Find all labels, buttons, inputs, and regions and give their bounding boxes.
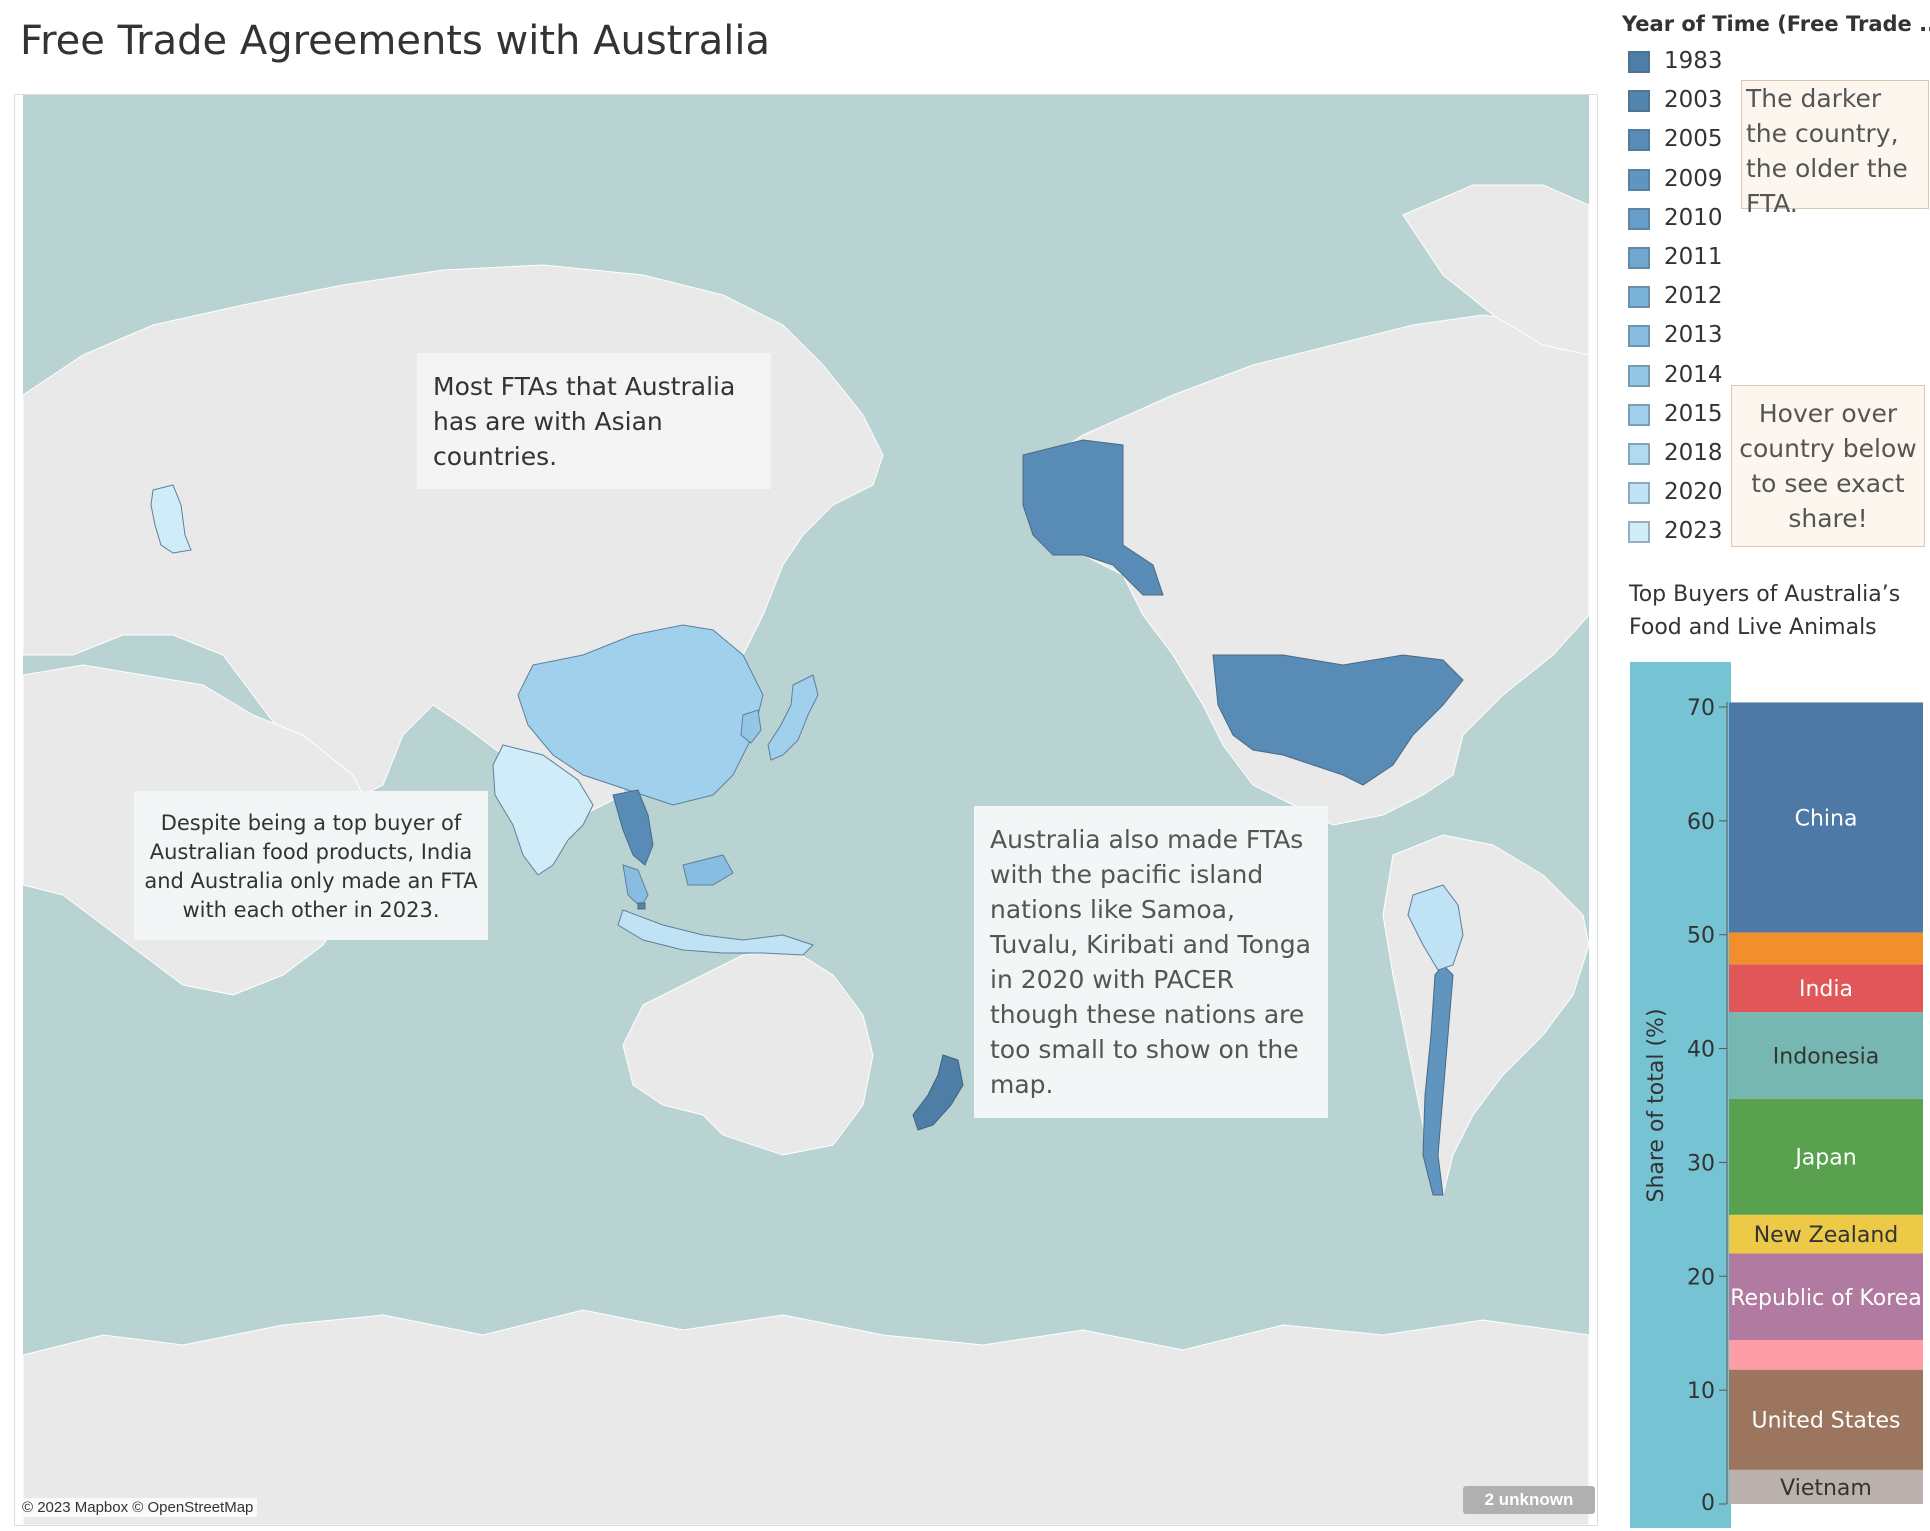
legend-label: 2005 (1664, 126, 1723, 153)
legend-swatch (1628, 207, 1650, 230)
annotation-india: Despite being a top buyer of Australian … (134, 791, 488, 940)
legend-item[interactable]: 2020 (1628, 478, 1723, 517)
country-india (492, 744, 594, 876)
bar-segment[interactable] (1729, 932, 1923, 965)
bar-segment-label: India (1799, 977, 1853, 1002)
land-antarctica (23, 1309, 1589, 1525)
legend-swatch (1628, 129, 1650, 152)
legend-swatch (1628, 286, 1650, 309)
page-title: Free Trade Agreements with Australia (20, 18, 771, 64)
chart-background-band (1630, 662, 1731, 1528)
country-thailand (612, 789, 654, 866)
legend-swatch (1628, 246, 1650, 269)
legend-swatch (1628, 51, 1650, 73)
legend-item[interactable]: 1983 (1628, 47, 1723, 86)
y-tick-label: 20 (1687, 1265, 1715, 1290)
bar-segment-label: New Zealand (1754, 1223, 1899, 1248)
legend-item[interactable]: 2005 (1628, 125, 1723, 164)
unknown-indicator[interactable]: 2 unknown (1463, 1486, 1595, 1514)
legend-swatch (1628, 521, 1650, 544)
legend-label: 1983 (1664, 48, 1723, 74)
share-stacked-bar-chart[interactable]: Share of total (%) 0 10 20 30 40 50 60 70 Vietnam… (1620, 662, 1925, 1528)
bar-segment-label: Republic of Korea (1730, 1286, 1922, 1311)
legend-item[interactable]: 2018 (1628, 439, 1723, 478)
bar-segment[interactable] (1729, 1369, 1923, 1470)
legend-label: 2012 (1664, 283, 1723, 310)
legend-label: 2003 (1664, 87, 1723, 114)
legend-label: 2013 (1664, 322, 1723, 349)
bar-segment[interactable] (1729, 1214, 1923, 1254)
legend-label: 2014 (1664, 361, 1723, 388)
annotation-asian-countries: Most FTAs that Australia has are with As… (417, 353, 771, 489)
country-chile (1422, 964, 1454, 1196)
country-republic-of-korea (740, 709, 762, 744)
bar-segment[interactable] (1729, 1098, 1923, 1215)
y-tick-label: 40 (1687, 1038, 1715, 1063)
y-tick-label: 0 (1701, 1491, 1715, 1516)
country-japan (767, 674, 819, 761)
note-hover-hint: Hover over country below to see exact sh… (1731, 385, 1925, 547)
bar-segment-label: Indonesia (1773, 1044, 1879, 1069)
country-united-kingdom (150, 484, 192, 554)
legend-item[interactable]: 2003 (1628, 86, 1723, 125)
bar-segment-label: United States (1752, 1409, 1901, 1434)
bar-segment[interactable] (1729, 702, 1923, 933)
legend-swatch (1628, 325, 1650, 348)
legend-item[interactable]: 2010 (1628, 204, 1723, 243)
bar-segment[interactable] (1729, 1253, 1923, 1341)
y-axis-label: Share of total (%) (1644, 1008, 1669, 1202)
legend-item[interactable]: 2012 (1628, 282, 1723, 321)
legend-swatch (1628, 364, 1650, 387)
bar-segment[interactable] (1729, 1469, 1923, 1504)
note-darker-older: The darker the country, the older the FT… (1741, 80, 1929, 218)
bar-segment-label: Japan (1793, 1146, 1856, 1171)
map-credit[interactable]: © 2023 Mapbox © OpenStreetMap (18, 1498, 258, 1517)
legend-swatch (1628, 403, 1650, 426)
legend-label: 2023 (1664, 518, 1723, 545)
bar-segment-label: China (1795, 806, 1858, 831)
legend-item[interactable]: 2014 (1628, 361, 1723, 400)
bar-segment-label: Vietnam (1780, 1476, 1872, 1501)
legend-swatch (1628, 442, 1650, 465)
legend-item[interactable]: 2009 (1628, 165, 1723, 204)
y-tick-label: 10 (1687, 1379, 1715, 1404)
legend-item[interactable]: 2013 (1628, 321, 1723, 360)
country-malaysia (622, 854, 734, 908)
country-china (517, 624, 764, 806)
legend-item[interactable]: 2023 (1628, 517, 1723, 556)
land-australia (622, 949, 874, 1156)
chart-title: Top Buyers of Australia’s Food and Live … (1629, 582, 1901, 640)
bar-segment[interactable] (1729, 1012, 1923, 1099)
annotation-pacific-islands: Australia also made FTAs with the pacifi… (974, 806, 1328, 1118)
legend-label: 2018 (1664, 439, 1723, 466)
bar-segment[interactable] (1729, 1340, 1923, 1370)
country-singapore (637, 902, 646, 910)
legend-label: 2010 (1664, 204, 1723, 231)
country-new-zealand (912, 1054, 964, 1131)
land-greenland (1402, 184, 1589, 356)
legend-label: 2015 (1664, 400, 1723, 427)
legend-title: Year of Time (Free Trade .. (1622, 12, 1930, 36)
y-tick-label: 70 (1687, 696, 1715, 721)
legend-label: 2020 (1664, 479, 1723, 506)
country-peru (1407, 884, 1464, 971)
y-tick-label: 30 (1687, 1151, 1715, 1176)
year-legend: 1983 2003 2005 2009 2010 2011 2012 2013 … (1628, 47, 1723, 556)
bar-segment[interactable] (1729, 964, 1923, 1013)
legend-label: 2011 (1664, 243, 1723, 270)
y-tick-label: 50 (1687, 924, 1715, 949)
legend-item[interactable]: 2011 (1628, 243, 1723, 282)
country-indonesia (617, 909, 814, 956)
country-united-states (1022, 439, 1464, 786)
legend-label: 2009 (1664, 165, 1723, 192)
legend-swatch (1628, 482, 1650, 505)
legend-swatch (1628, 90, 1650, 113)
legend-swatch (1628, 168, 1650, 191)
y-tick-label: 60 (1687, 810, 1715, 835)
legend-item[interactable]: 2015 (1628, 400, 1723, 439)
